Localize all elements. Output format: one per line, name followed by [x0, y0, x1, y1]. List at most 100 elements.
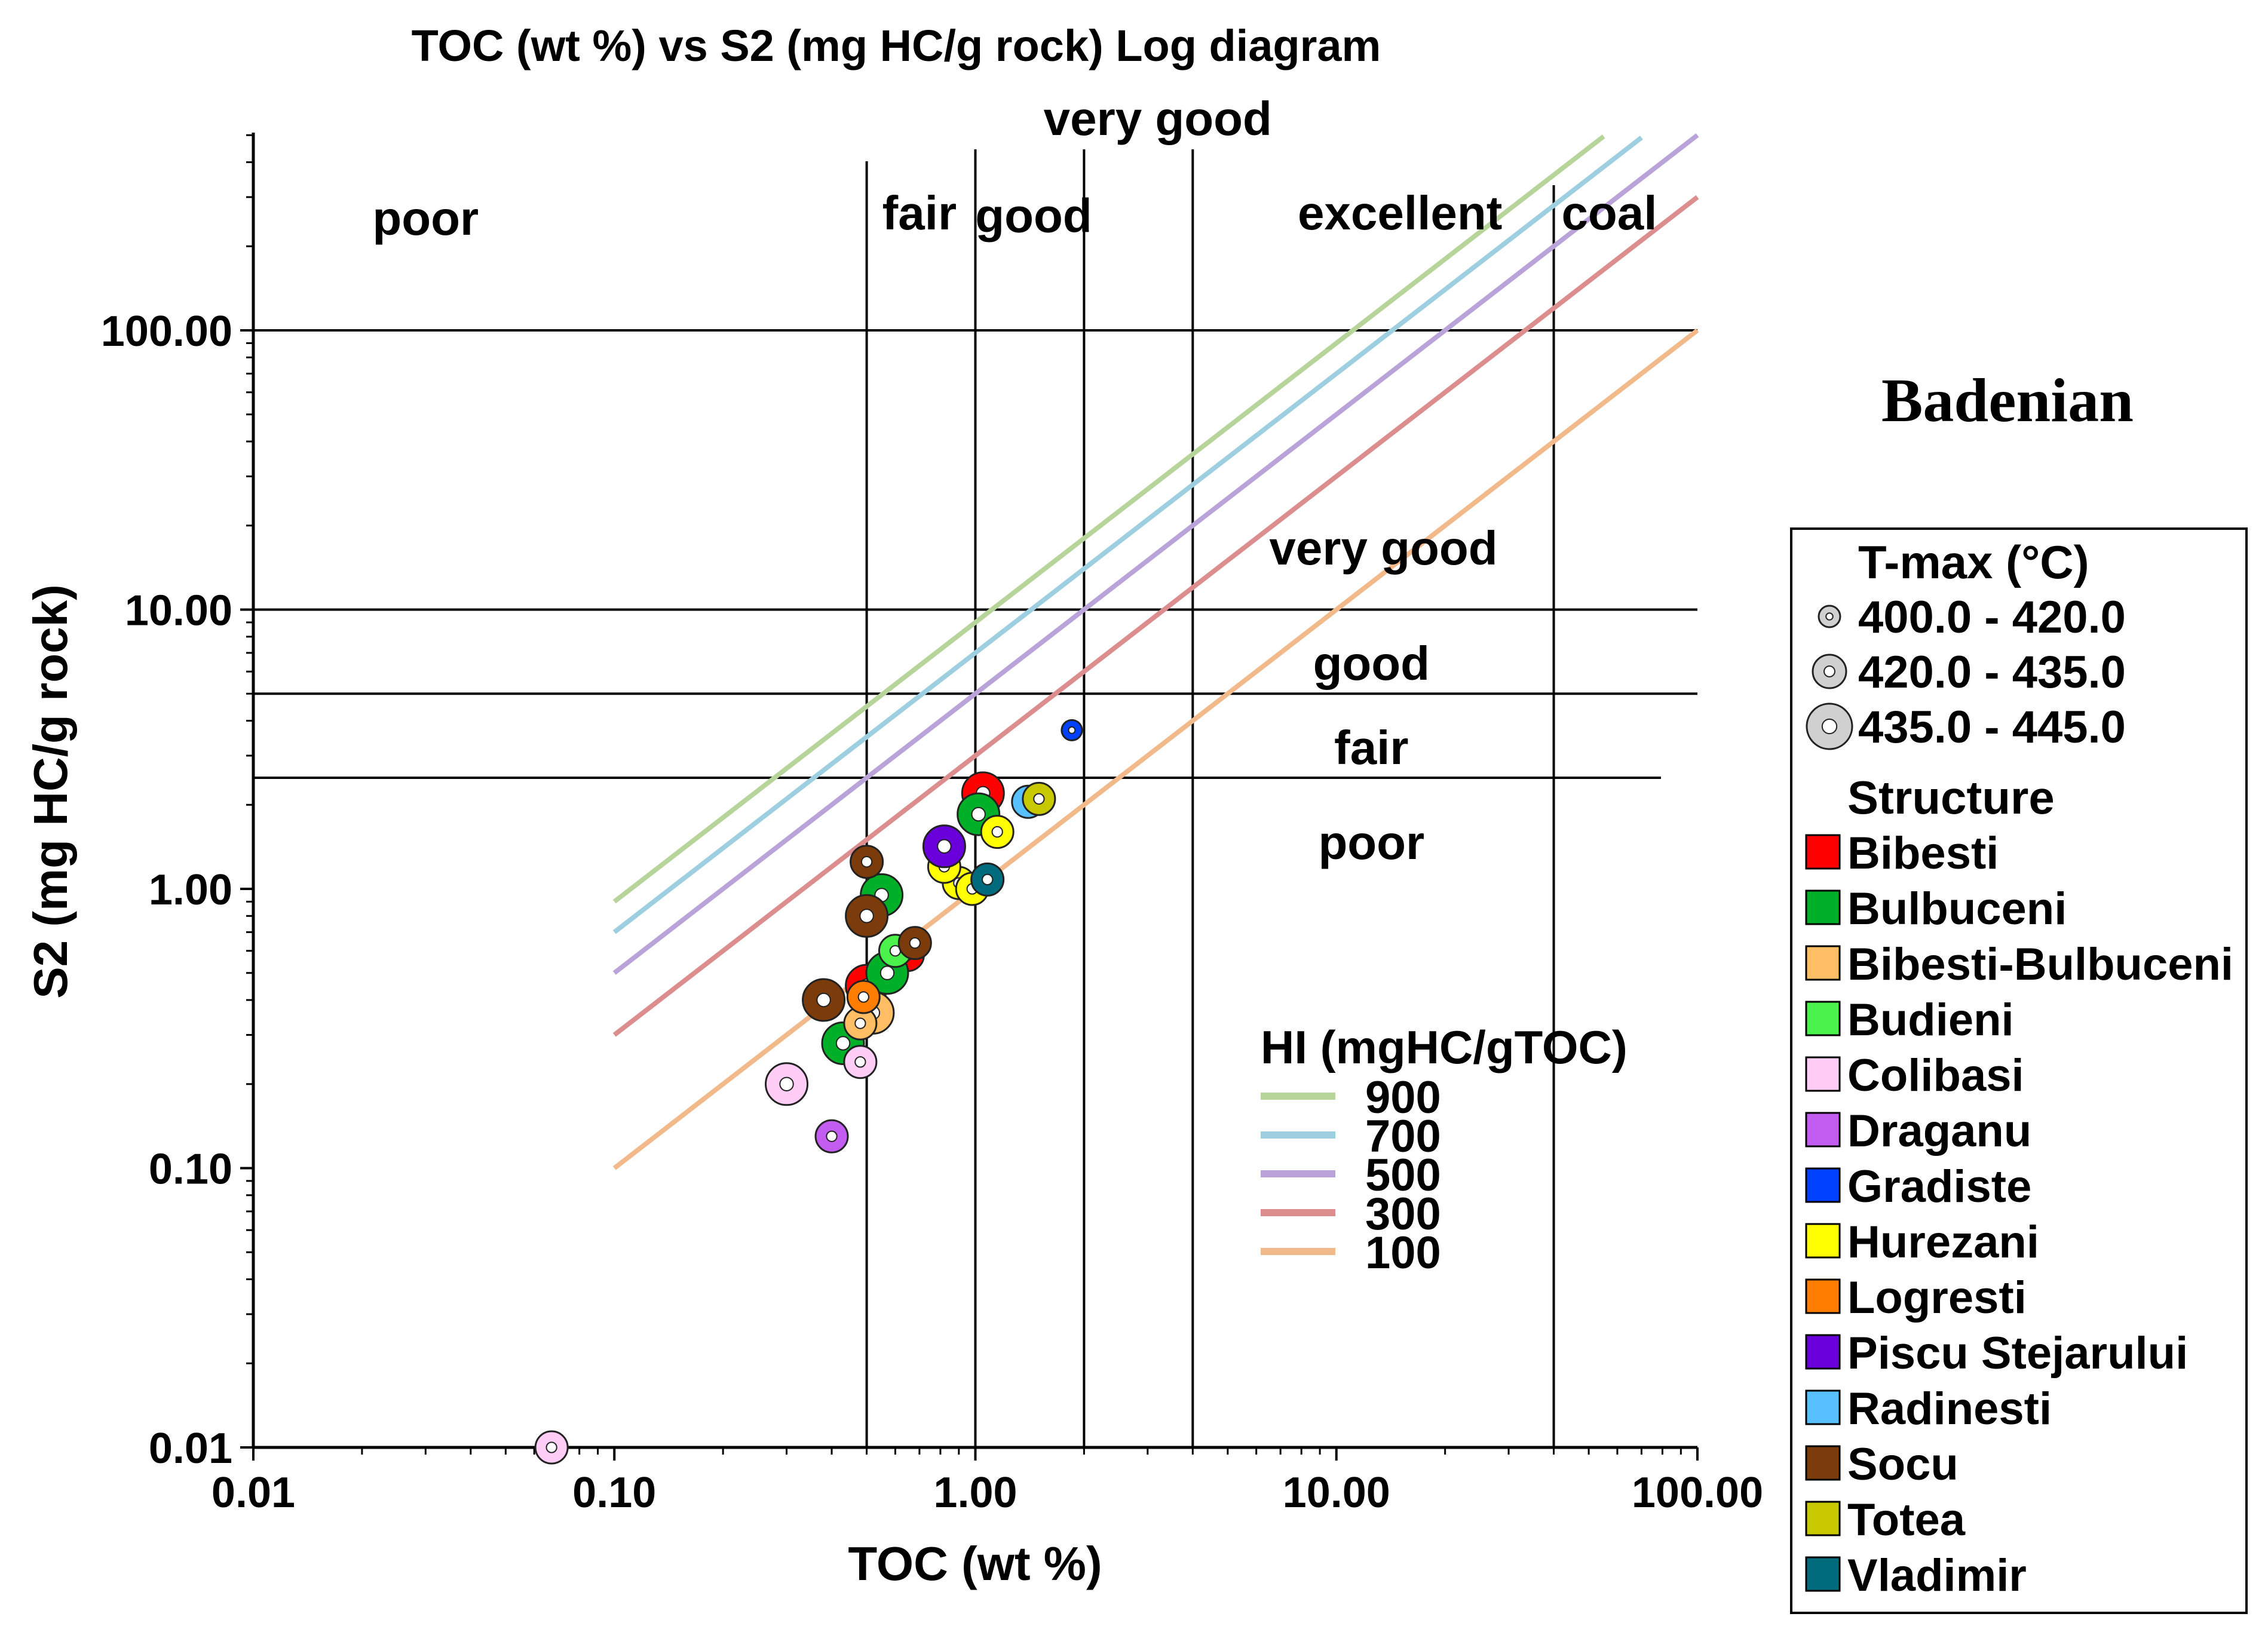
hi-line-500 — [612, 133, 1699, 975]
legend-frame — [1790, 527, 2248, 1614]
structure-legend-swatch — [1805, 1223, 1841, 1259]
x-tick-label: 0.10 — [572, 1469, 656, 1517]
point-marker-center — [854, 1017, 866, 1029]
data-point — [802, 978, 846, 1022]
data-point — [970, 862, 1005, 897]
y-tick-label: 10.00 — [125, 587, 232, 635]
structure-legend-label: Bibesti-Bulbuceni — [1847, 939, 2233, 990]
structure-legend-swatch — [1805, 1001, 1841, 1036]
point-marker-center — [835, 1036, 851, 1051]
structure-legend-swatch — [1805, 1056, 1841, 1092]
structure-legend-label: Gradiste — [1847, 1161, 2031, 1212]
s2-zone-label: good — [1313, 637, 1430, 690]
structure-legend-label: Bulbuceni — [1847, 884, 2067, 934]
zone-threshold-lines — [253, 149, 1697, 1447]
hi-legend-label: 700 — [1365, 1111, 1441, 1162]
point-marker-center — [991, 826, 1003, 838]
structure-legend-label: Totea — [1847, 1495, 1966, 1545]
structure-legend-label: Piscu Stejarului — [1847, 1328, 2188, 1379]
tmax-legend-label: 420.0 - 435.0 — [1858, 647, 2126, 698]
structure-legend-swatch — [1805, 834, 1841, 870]
structure-legend-label: Bibesti — [1847, 828, 1999, 879]
structure-legend-label: Vladimir — [1847, 1550, 2027, 1601]
structure-legend-swatch — [1805, 1445, 1841, 1481]
point-marker-center — [545, 1441, 557, 1453]
x-tick-label: 1.00 — [933, 1469, 1017, 1517]
hi-line-100 — [612, 328, 1699, 1170]
y-tick-label: 0.01 — [149, 1425, 232, 1473]
tmax-legend-title: T-max (°C) — [1858, 536, 2089, 588]
structure-legend-label: Radinesti — [1847, 1383, 2052, 1434]
toc-zone-label: excellent — [1298, 186, 1502, 240]
hi-line-700 — [612, 136, 1643, 934]
toc-zone-label: coal — [1561, 186, 1657, 240]
hi-reference-lines — [612, 133, 1699, 1170]
axis-ticks: 0.01 0.10 1.00 10.00 100.00 0.01 0.10 1.00 10.00… — [101, 134, 1763, 1517]
point-marker-center — [826, 1130, 838, 1142]
tmax-legend-label: 400.0 - 420.0 — [1858, 592, 2126, 643]
hi-legend-label: 300 — [1365, 1189, 1441, 1240]
data-point — [765, 1062, 809, 1106]
y-tick-label: 100.00 — [101, 308, 232, 355]
s2-zone-label: very good — [1269, 521, 1497, 575]
point-marker-center — [779, 1076, 794, 1091]
structure-legend-swatch — [1805, 1167, 1841, 1203]
structure-legend-swatch — [1805, 1278, 1841, 1314]
tmax-legend-marker-center — [1823, 665, 1835, 677]
data-point — [897, 926, 932, 961]
tmax-legend-marker-center — [1821, 718, 1838, 735]
structure-legend-label: Logresti — [1847, 1272, 2027, 1323]
structure-legend-label: Colibasi — [1847, 1050, 2024, 1101]
structure-legend-label: Socu — [1847, 1439, 1959, 1490]
hi-legend-label: 100 — [1365, 1228, 1441, 1278]
chart-title: TOC (wt %) vs S2 (mg HC/g rock) Log diag… — [412, 21, 1381, 70]
structure-legend-swatch — [1805, 1334, 1841, 1370]
structure-legend-swatch — [1805, 1556, 1841, 1592]
toc-zone-label: fair — [882, 186, 957, 240]
data-point — [922, 824, 966, 869]
s2-zone-label: poor — [1318, 816, 1424, 869]
y-axis-label: S2 (mg HC/g rock) — [24, 584, 77, 998]
hi-line-300 — [612, 195, 1699, 1037]
point-marker-center — [1068, 726, 1076, 734]
hi-legend-label: 500 — [1365, 1150, 1441, 1201]
data-points — [534, 719, 1083, 1465]
hi-line-900 — [612, 134, 1605, 904]
point-marker-center — [857, 991, 869, 1003]
structure-legend-label: Draganu — [1847, 1106, 2031, 1156]
data-point — [843, 1045, 878, 1079]
x-axis-label: TOC (wt %) — [848, 1537, 1102, 1590]
point-marker-center — [859, 909, 874, 924]
x-tick-label: 0.01 — [212, 1469, 295, 1517]
point-marker-center — [909, 937, 921, 949]
data-point — [980, 815, 1015, 849]
point-marker-center — [937, 839, 952, 854]
x-tick-label: 10.00 — [1283, 1469, 1390, 1517]
data-point — [534, 1430, 569, 1465]
structure-legend-title: Structure — [1847, 771, 2055, 824]
zone-labels: poor fair good very good excellent coal very g… — [372, 92, 1657, 869]
point-marker-center — [860, 856, 873, 868]
point-marker-center — [854, 1056, 866, 1068]
data-point — [1022, 781, 1056, 816]
data-point — [846, 980, 881, 1014]
structure-legend-swatch — [1805, 945, 1841, 981]
toc-zone-label: good — [975, 189, 1092, 242]
point-marker-center — [971, 806, 986, 822]
structure-legend-swatch — [1805, 1112, 1841, 1148]
structure-legend-swatch — [1805, 889, 1841, 925]
point-marker-center — [1033, 793, 1045, 805]
y-tick-label: 1.00 — [149, 866, 232, 914]
side-legend: T-max (°C) Structure 400.0 - 420.0420.0 … — [1790, 527, 2248, 1614]
hi-legend-label: 900 — [1365, 1072, 1441, 1123]
y-tick-label: 0.10 — [149, 1146, 232, 1194]
toc-zone-label: very good — [1044, 92, 1272, 145]
structure-legend-swatch — [1805, 1501, 1841, 1536]
structure-legend-label: Budieni — [1847, 995, 2014, 1045]
tmax-legend-marker-center — [1825, 612, 1834, 621]
s2-zone-label: fair — [1334, 721, 1409, 774]
hi-legend-title: HI (mgHC/gTOC) — [1261, 1021, 1628, 1073]
tmax-legend-label: 435.0 - 445.0 — [1858, 702, 2126, 753]
